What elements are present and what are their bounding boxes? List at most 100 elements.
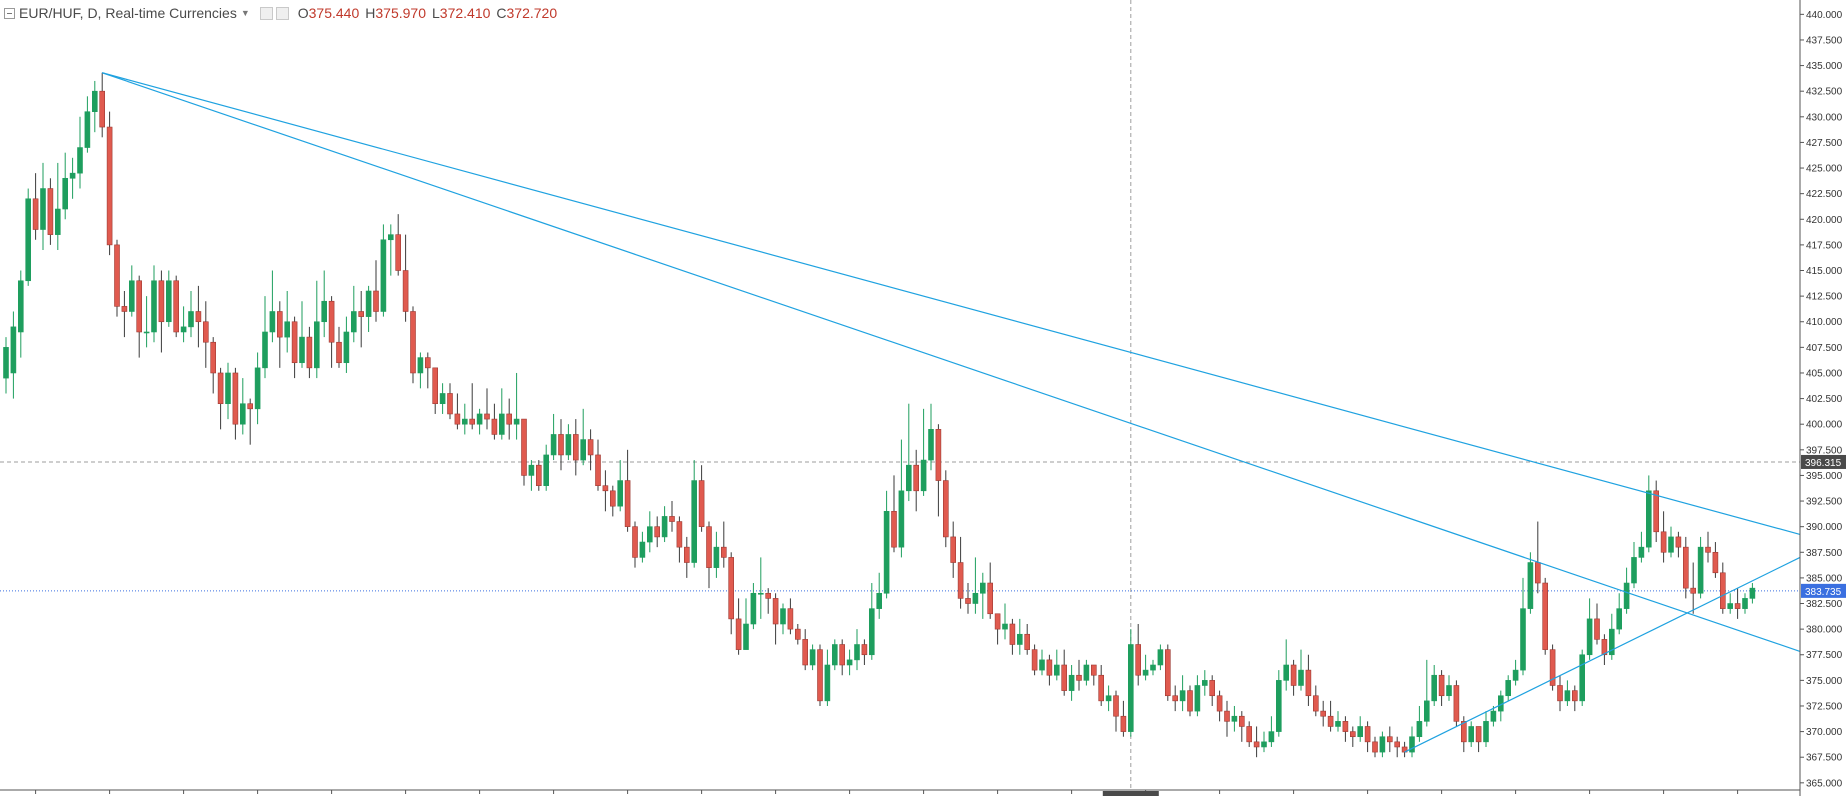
candle [232,367,239,440]
candle [543,444,550,491]
candle [1483,711,1489,747]
candle-body-up [1609,628,1615,656]
candle-body-up [846,659,853,666]
candle [284,290,291,353]
candle [343,316,350,373]
candle-body-up [1283,664,1289,681]
candle [1091,664,1097,686]
candle-body-up [225,372,231,405]
candle-body-down [587,439,594,456]
trendline-1[interactable] [102,72,1801,535]
price-axis[interactable]: 365.000 367.500 370.000 372.500 375.000 377.5… [1799,0,1846,796]
candle [262,296,268,379]
candle-body-down [1024,633,1030,650]
candle [1157,644,1164,671]
trendline-2[interactable] [102,72,1801,652]
candle-body-down [1342,721,1349,732]
candle-body-up [1202,680,1208,686]
candle-body-up [691,480,698,563]
candle-body-down [839,644,846,666]
trendlines[interactable] [102,72,1801,753]
symbol-title[interactable]: EUR/HUF, D, Real-time Currencies [19,5,237,21]
candle-body-down [47,188,54,235]
candle [1416,705,1423,742]
candle-body-up [780,608,786,625]
chevron-down-icon[interactable]: ▼ [240,8,250,18]
candle-body-down [787,608,794,630]
candles [3,72,1756,758]
candle [1179,675,1186,712]
candle-body-up [565,434,572,456]
candle-body-down [683,546,690,563]
visibility-icon[interactable] [275,6,289,20]
candle [25,188,32,286]
candle [1520,577,1526,676]
candle-body-down [1246,726,1252,743]
candle [210,337,216,394]
candle [787,598,794,635]
candle-body-down [595,454,601,486]
candle [387,224,394,276]
candle [447,383,453,420]
time-axis[interactable] [0,789,1800,797]
candle [1172,685,1178,712]
candle-body-up [69,172,76,179]
candle [10,311,17,399]
candle [765,588,772,614]
candle-body-up [387,234,394,241]
price-tick-label: 412.500 [1806,292,1843,303]
candle [861,639,868,665]
candle [558,419,564,471]
collapse-icon[interactable] [4,7,15,19]
candle [1209,675,1215,706]
price-tick-label: 400.000 [1806,420,1843,431]
candle-body-up [1379,736,1386,753]
candle-body-down [1557,685,1563,702]
candle [743,598,749,650]
candle [831,639,838,671]
candle [350,285,357,343]
candle-body-down [1712,551,1719,574]
price-tick-label: 365.000 [1806,778,1843,789]
candle [1342,716,1349,742]
price-tick-label: 382.500 [1806,599,1843,610]
candle-body-up [580,439,587,461]
candle-body-down [1453,685,1460,722]
trendline-3[interactable] [1404,556,1801,753]
candle-body-down [1120,715,1127,732]
candle [269,270,276,343]
candle [1468,721,1474,747]
candle-body-down [1549,649,1556,686]
candle-body-down [291,321,298,364]
candle-body-down [942,480,949,538]
candle-body-up [1586,618,1593,656]
candle [972,557,979,614]
candle-body-down [794,628,801,640]
candle [669,501,675,532]
candle-body-down [957,562,964,599]
candle-body-up [321,300,328,323]
candle [891,475,897,553]
candle [802,629,809,671]
candle [979,572,986,619]
candle-body-up [1631,557,1637,584]
settings-icon[interactable] [259,6,273,20]
candle [121,290,128,338]
candle-body-up [1727,603,1733,609]
candle [817,644,823,706]
candle [1387,726,1393,753]
candle-body-down [306,336,313,369]
candle [1579,649,1585,706]
candle [188,290,194,338]
price-tick-label: 440.000 [1806,10,1843,21]
candle [454,393,461,430]
candle-body-down [1031,649,1038,671]
candle-body-up [972,592,979,604]
candle-body-down [558,434,564,456]
candle [1572,685,1578,712]
candle [410,306,416,384]
candle-body-up [920,459,927,492]
candle-body-up [188,311,194,328]
